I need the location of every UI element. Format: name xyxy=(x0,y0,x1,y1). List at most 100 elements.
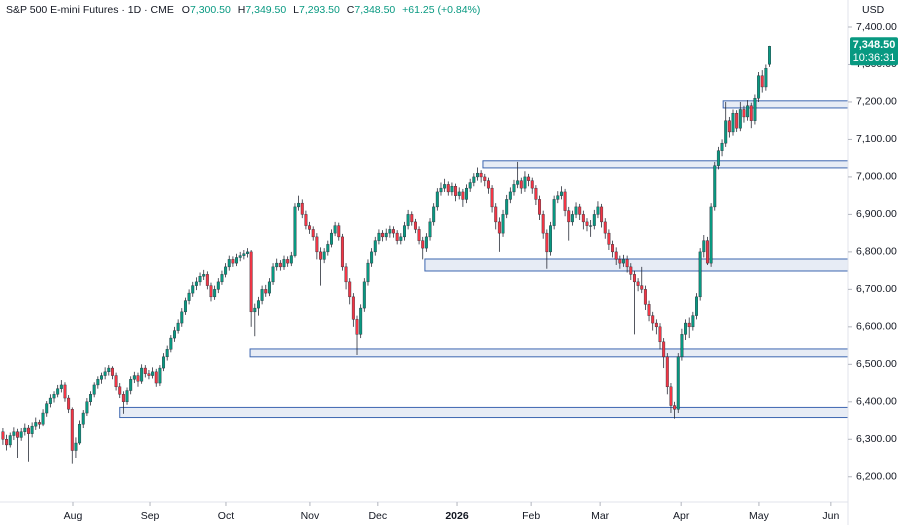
candle-body xyxy=(614,251,618,260)
candle-body xyxy=(59,384,63,389)
candle-body xyxy=(209,285,213,298)
candle-body xyxy=(260,289,264,301)
ohlc-value: 7,293.50 xyxy=(299,4,340,16)
candle-body xyxy=(78,424,82,444)
candle-body xyxy=(278,262,282,268)
candle-body xyxy=(600,206,604,223)
candle-body xyxy=(89,394,93,402)
x-tick-label: Sep xyxy=(141,510,160,522)
candles xyxy=(1,45,771,464)
candle-body xyxy=(625,259,629,268)
candle-body xyxy=(23,427,27,432)
candle-body xyxy=(12,431,16,436)
candle-body xyxy=(242,253,246,256)
candle-body xyxy=(490,187,494,208)
candle-body xyxy=(512,184,516,193)
candle-body xyxy=(384,232,388,238)
candle-body xyxy=(180,311,184,324)
candle-body xyxy=(519,180,523,189)
candle-body xyxy=(501,214,505,234)
candle-body xyxy=(607,232,611,245)
candle-body xyxy=(114,375,118,388)
candle-body xyxy=(373,240,377,253)
candle-body xyxy=(651,315,655,324)
candle-body xyxy=(256,300,260,309)
y-tick-label: 6,700.00 xyxy=(856,283,897,295)
candle-body xyxy=(337,225,341,238)
candle-body xyxy=(231,259,235,264)
candle-body xyxy=(483,176,487,181)
header: S&P 500 E-mini Futures · 1D · CME O7,300… xyxy=(6,4,480,16)
y-tick-label: 7,400.00 xyxy=(856,21,897,33)
candle-body xyxy=(764,68,768,88)
y-tick-label: 6,200.00 xyxy=(856,471,897,483)
candle-body xyxy=(760,75,764,88)
candle-body xyxy=(136,375,140,382)
x-tick-label: Feb xyxy=(522,510,540,522)
candle-body xyxy=(753,98,757,121)
candle-body xyxy=(202,274,206,277)
candle-body xyxy=(183,300,187,313)
candle-body xyxy=(395,232,399,241)
candle-body xyxy=(92,384,96,395)
candle-body xyxy=(45,403,49,414)
candle-body xyxy=(340,236,344,268)
candle-body xyxy=(348,281,352,298)
candle-body xyxy=(140,367,144,382)
candle-body xyxy=(322,251,326,260)
candle-body xyxy=(603,221,607,234)
candle-body xyxy=(570,214,574,223)
candle-body xyxy=(315,236,319,253)
y-tick-label: 7,000.00 xyxy=(856,171,897,183)
candle-body xyxy=(545,232,549,253)
candle-body xyxy=(684,322,688,335)
candle-body xyxy=(326,244,330,253)
ohlc-key: C xyxy=(347,4,355,16)
candle-body xyxy=(293,206,297,256)
candle-body xyxy=(702,240,706,253)
x-tick-label: Nov xyxy=(301,510,320,522)
candle-body xyxy=(392,229,395,234)
candle-body xyxy=(698,251,702,298)
candle-body xyxy=(85,401,89,414)
candle-body xyxy=(176,322,180,331)
y-tick-label: 6,400.00 xyxy=(856,396,897,408)
candle-body xyxy=(235,257,239,264)
candle-body xyxy=(216,281,220,290)
candle-body xyxy=(304,214,308,226)
change: +61.25 (+0.84%) xyxy=(402,4,480,16)
candle-body xyxy=(143,367,147,374)
candle-body xyxy=(552,199,556,226)
candle-body xyxy=(727,120,731,133)
candle-body xyxy=(129,379,133,391)
candle-body xyxy=(454,186,458,196)
candle-body xyxy=(695,296,698,316)
candle-body xyxy=(413,221,417,230)
candle-body xyxy=(107,367,111,373)
chart-title: S&P 500 E-mini Futures · 1D · CME xyxy=(6,4,174,16)
candle-body xyxy=(494,206,498,223)
x-tick-label: Dec xyxy=(368,510,387,522)
candle-body xyxy=(735,112,739,129)
currency-label: USD xyxy=(862,4,885,16)
candle-body xyxy=(74,442,78,451)
candle-body xyxy=(746,105,750,118)
candle-body xyxy=(465,187,469,200)
candle-body xyxy=(709,206,713,264)
candle-body xyxy=(355,319,359,335)
candle-body xyxy=(41,412,45,425)
candle-body xyxy=(402,225,406,238)
candle-body xyxy=(563,191,567,211)
candle-body xyxy=(669,386,673,406)
candle-body xyxy=(56,388,60,395)
candle-body xyxy=(297,202,301,208)
candle-body xyxy=(538,199,542,215)
candle-body xyxy=(559,191,563,196)
candle-body xyxy=(351,296,355,320)
candle-body xyxy=(468,182,472,189)
ohlc-key: H xyxy=(238,4,246,16)
candle-body xyxy=(578,206,582,215)
candle-body xyxy=(486,180,490,189)
candle-body xyxy=(165,349,169,358)
